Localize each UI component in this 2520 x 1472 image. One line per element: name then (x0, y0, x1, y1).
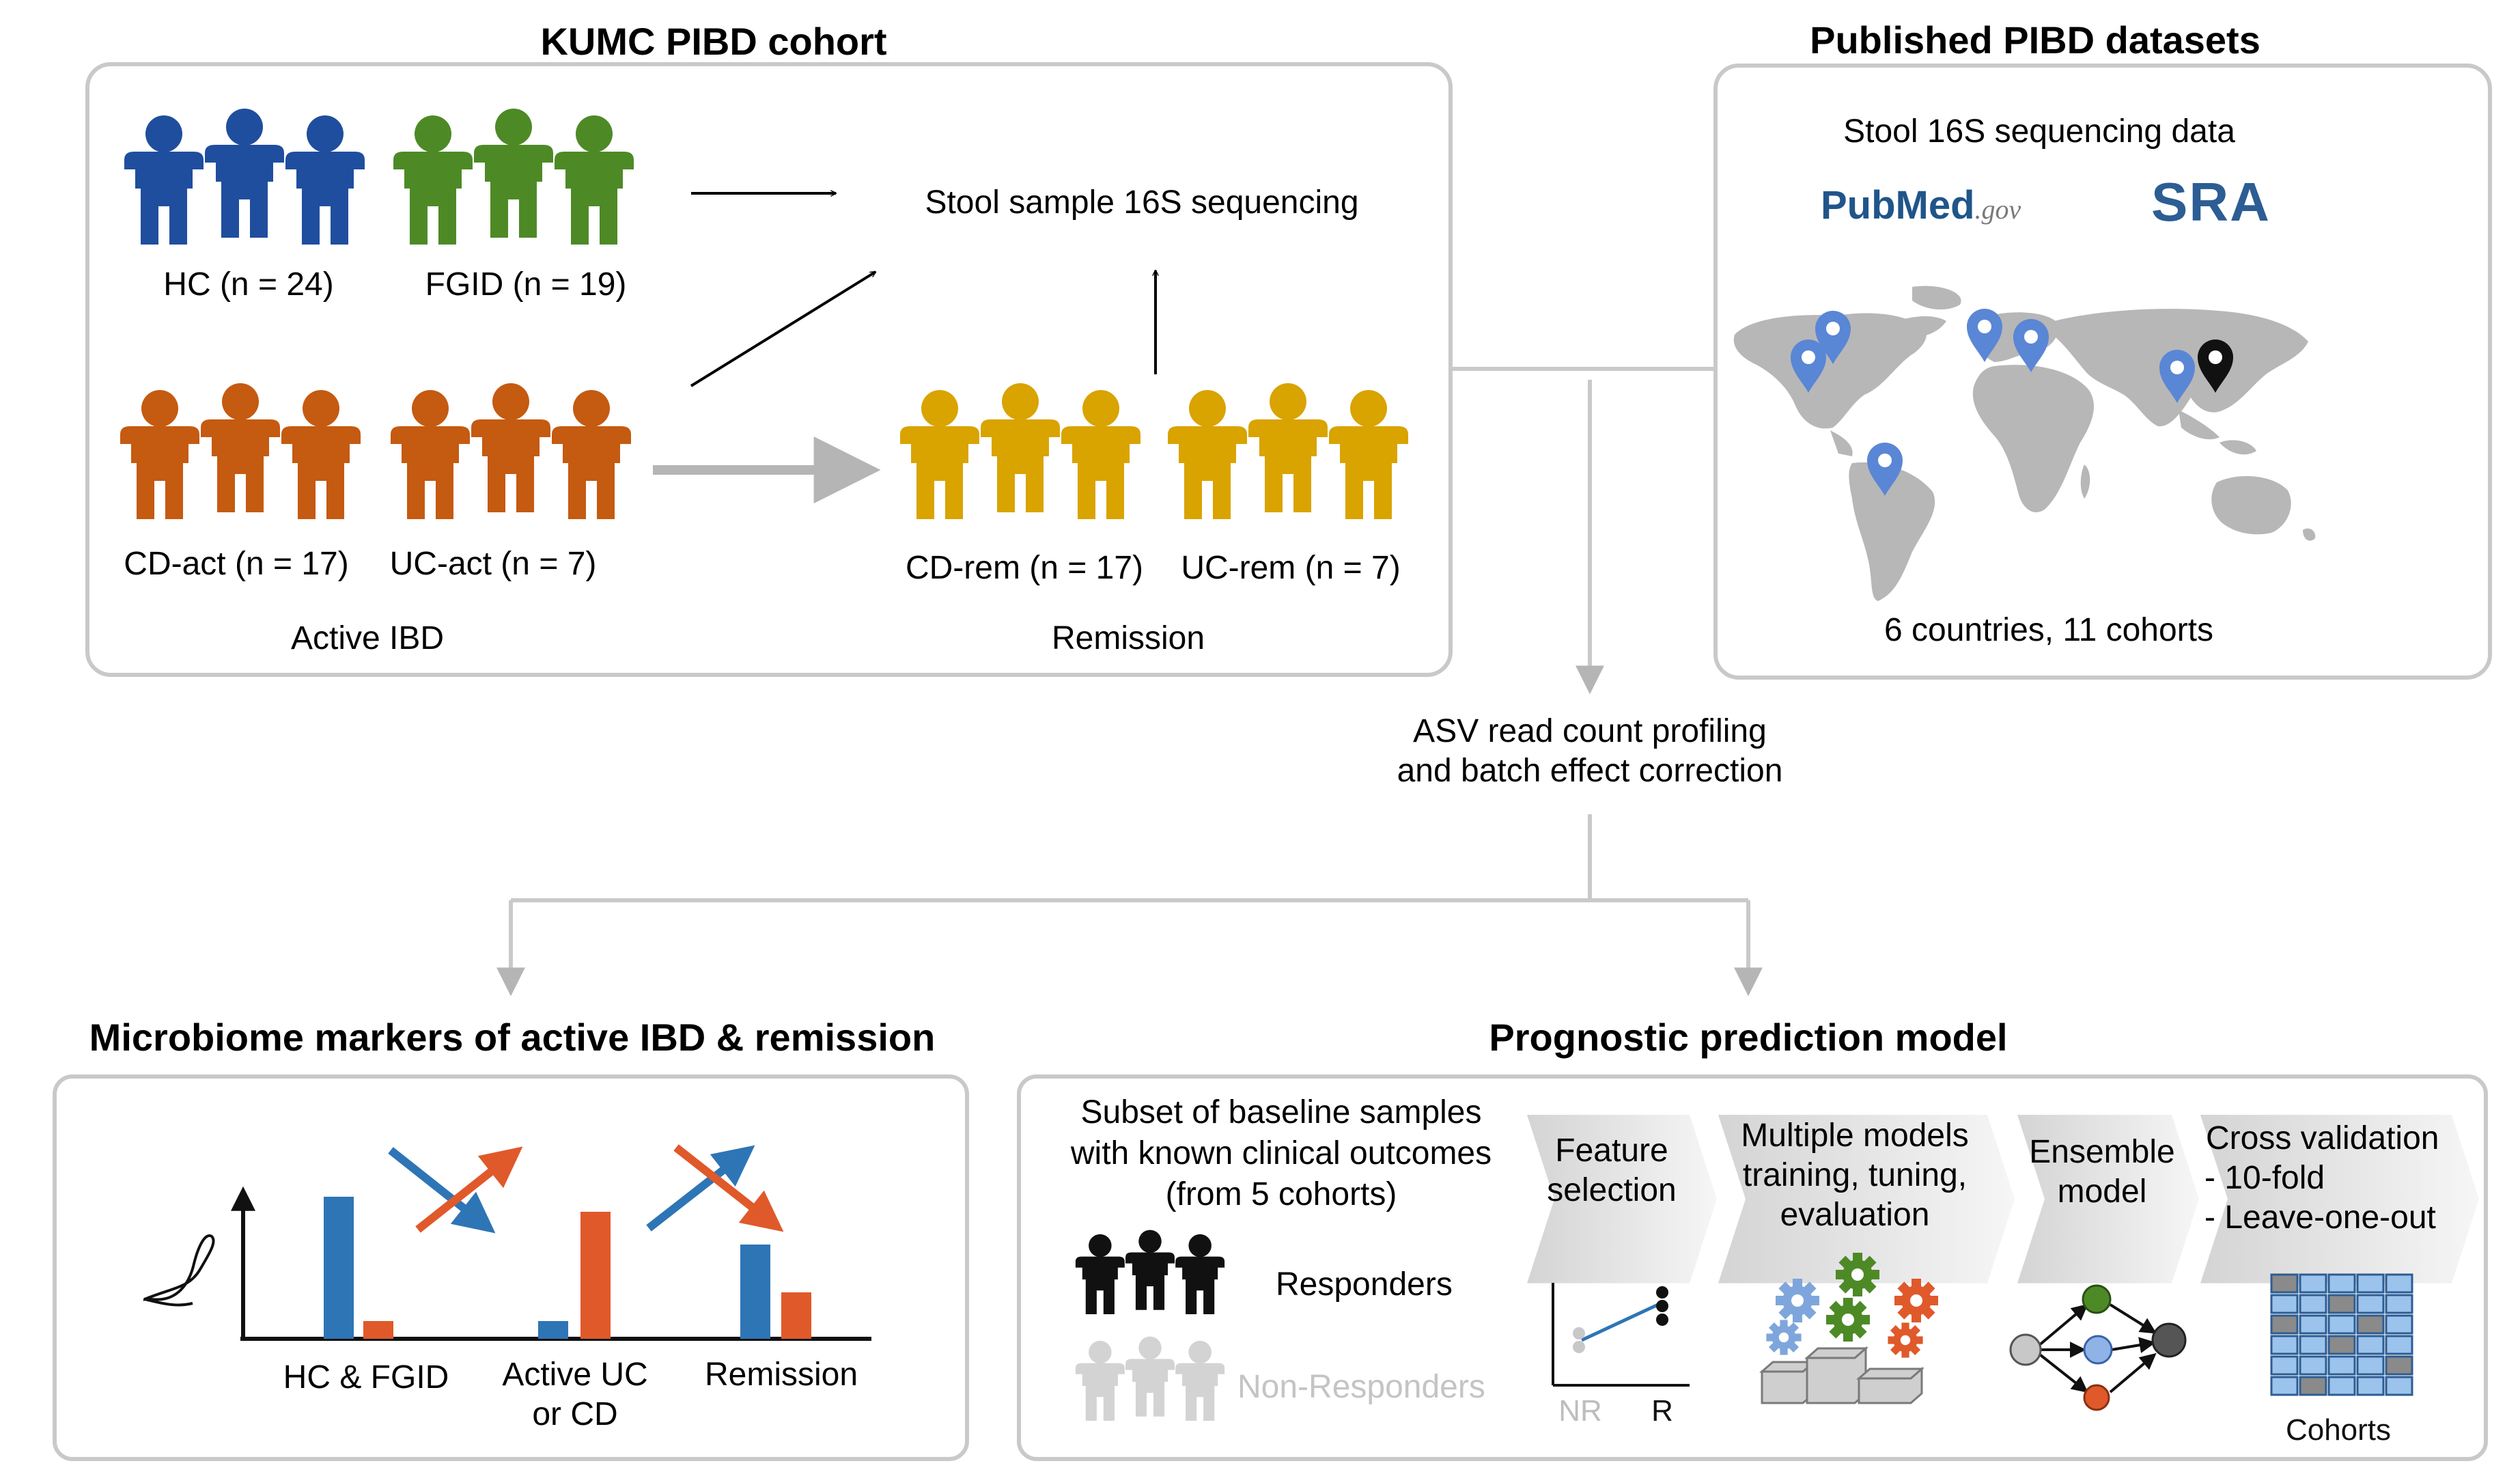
group-remission-label: Remission (705, 1357, 858, 1393)
cohort-cell (2299, 1294, 2327, 1314)
cohort-cell (2327, 1376, 2356, 1396)
cohort-cell (2385, 1273, 2413, 1294)
model-blocks-icon (1759, 1346, 1924, 1404)
cohort-cell (2299, 1355, 2327, 1376)
uc-active-label: UC-act (n = 7) (390, 546, 597, 582)
stool-sequencing-label: Stool sample 16S sequencing (925, 184, 1358, 221)
fgid-label: FGID (n = 19) (425, 266, 627, 303)
cohort-cell (2356, 1355, 2385, 1376)
step-cv-line1: Cross validation (2206, 1120, 2439, 1156)
group-active-label-line2: or CD (532, 1396, 617, 1432)
feature-selection-plot-icon (1552, 1283, 1690, 1387)
step-cross-validation-chevron (2200, 1115, 2479, 1283)
bar-remission-blue (740, 1245, 770, 1339)
cd-remission-label: CD-rem (n = 17) (906, 550, 1143, 586)
bar-active-blue (538, 1321, 568, 1339)
step-feature-line1: Feature (1555, 1133, 1668, 1169)
cohort-cell (2270, 1355, 2299, 1376)
trend-down-arrow-orange (673, 1144, 784, 1232)
cohort-cell (2327, 1335, 2356, 1355)
cd-active-label: CD-act (n = 17) (124, 546, 348, 582)
cohort-cell (2299, 1314, 2327, 1335)
subset-label-line2: with known clinical outcomes (1070, 1135, 1492, 1171)
countries-cohorts-summary: 6 countries, 11 cohorts (1884, 612, 2213, 648)
asv-profiling-line1: ASV read count profiling (1413, 713, 1767, 749)
cohort-cell (2356, 1273, 2385, 1294)
cohort-cell (2327, 1294, 2356, 1314)
step-cv-line3: - Leave-one-out (2204, 1199, 2436, 1236)
cohort-cell (2270, 1376, 2299, 1396)
cohort-cell (2299, 1335, 2327, 1355)
published-datasets-title: Published PIBD datasets (1810, 18, 2260, 61)
cohort-cell (2356, 1294, 2385, 1314)
step-models-chevron (1718, 1115, 2015, 1283)
bar-remission-orange (781, 1292, 811, 1339)
group-hc-fgid-label: HC & FGID (283, 1359, 449, 1395)
cohort-cell (2327, 1314, 2356, 1335)
cohort-cell (2270, 1335, 2299, 1355)
cohort-cell (2385, 1314, 2413, 1335)
hc-label: HC (n = 24) (163, 266, 333, 303)
remission-label: Remission (1052, 620, 1205, 656)
step-cv-line2: - 10-fold (2204, 1160, 2325, 1196)
bar-active-orange (580, 1212, 611, 1339)
bar-hcfgid-orange (363, 1321, 393, 1339)
axis-nr-label: NR (1558, 1394, 1602, 1428)
step-feature-line2: selection (1547, 1172, 1676, 1208)
cohort-cell (2385, 1355, 2413, 1376)
bar-hcfgid-blue (324, 1197, 354, 1339)
trend-up-arrow-blue (646, 1145, 755, 1232)
bacterium-icon (143, 1234, 215, 1307)
cohort-cell (2385, 1294, 2413, 1314)
cohort-cell (2356, 1335, 2385, 1355)
asv-profiling-line2: and batch effect correction (1397, 753, 1783, 789)
cohorts-grid-icon (2270, 1273, 2413, 1396)
markers-title: Microbiome markers of active IBD & remis… (89, 1016, 936, 1059)
prognostic-title: Prognostic prediction model (1489, 1016, 2007, 1059)
sra-logo: SRA (2151, 171, 2271, 232)
trend-up-arrow-orange (415, 1146, 523, 1233)
uc-remission-label: UC-rem (n = 7) (1181, 550, 1400, 586)
cohort-cell (2299, 1376, 2327, 1396)
cohort-cell (2385, 1335, 2413, 1355)
group-active-label-line1: Active UC (502, 1357, 647, 1393)
cohort-cell (2356, 1314, 2385, 1335)
cohort-cell (2327, 1273, 2356, 1294)
cohort-cell (2270, 1314, 2299, 1335)
cohorts-label: Cohorts (2286, 1413, 2391, 1447)
cohort-cell (2356, 1376, 2385, 1396)
step-ensemble-line1: Ensemble (2029, 1134, 2174, 1170)
step-models-line2: training, tuning, (1743, 1157, 1967, 1193)
cohort-cell (2299, 1273, 2327, 1294)
cohort-cell (2270, 1273, 2299, 1294)
step-models-line3: evaluation (1780, 1197, 1930, 1233)
cohort-cell (2385, 1376, 2413, 1396)
subset-label-line1: Subset of baseline samples (1080, 1094, 1481, 1130)
step-models-line1: Multiple models (1741, 1117, 1968, 1154)
cohort-cell (2327, 1355, 2356, 1376)
axis-r-label: R (1651, 1394, 1673, 1428)
step-ensemble-chevron (2017, 1115, 2199, 1283)
non-responders-label: Non-Responders (1237, 1369, 1485, 1405)
responders-label: Responders (1276, 1266, 1453, 1303)
active-to-sequencing-arrow (690, 270, 876, 387)
pubmed-logo: PubMed.gov (1821, 183, 2021, 227)
kumc-cohort-title: KUMC PIBD cohort (540, 20, 886, 63)
step-ensemble-line2: model (2058, 1174, 2147, 1210)
ensemble-network-icon (2009, 1284, 2187, 1411)
trend-down-arrow-blue (388, 1147, 496, 1234)
cohort-cell (2270, 1294, 2299, 1314)
subset-label-line3: (from 5 cohorts) (1166, 1176, 1397, 1212)
active-ibd-label: Active IBD (291, 620, 444, 656)
stool-16s-data-label: Stool 16S sequencing data (1843, 113, 2235, 150)
step-feature-selection-chevron (1527, 1115, 1717, 1283)
